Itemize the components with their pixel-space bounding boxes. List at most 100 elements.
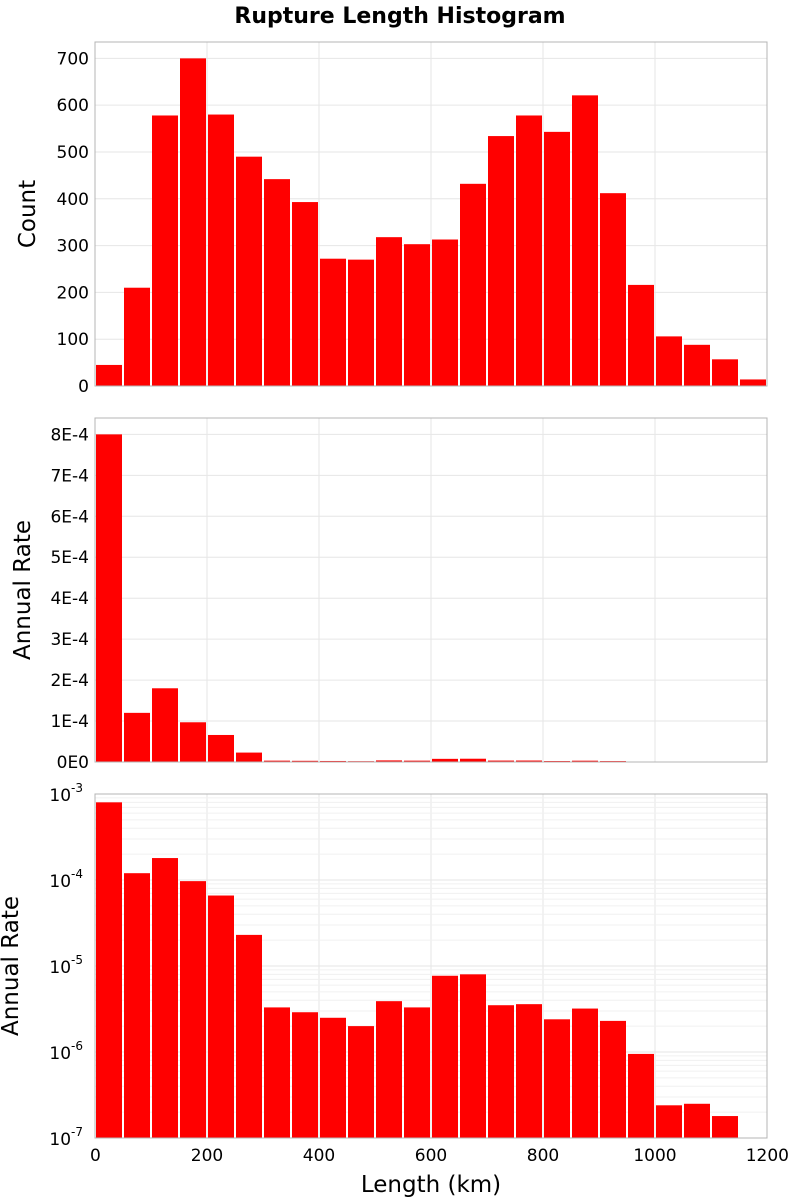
y-tick-base: 10 [49,1044,71,1064]
bar [376,1001,402,1138]
bar [600,1020,626,1138]
bar [292,760,318,762]
y-tick-base: 10 [49,872,71,892]
y-tick-label: 0E0 [57,753,89,773]
x-tick-label: 1000 [633,1146,676,1166]
bar [320,258,346,386]
bar [180,881,206,1138]
y-tick-exponent: -5 [71,953,83,967]
count-histogram-panel: 0 100 200 300 400 500 600 700 Count [15,41,768,397]
y-tick-label: 10-4 [49,867,83,892]
bar [600,193,626,386]
bar [684,344,710,386]
bar [180,722,206,762]
x-tick-labels: 0 200 400 600 800 1000 1200 [90,1146,789,1166]
bar [208,114,234,386]
x-tick-label: 1200 [746,1146,789,1166]
bar [152,858,178,1138]
bar [236,752,262,762]
y-tick-exponent: -4 [71,867,83,881]
bar [264,1007,290,1138]
bar [684,1103,710,1138]
y-tick-labels: 10-710-610-510-410-3 [49,781,83,1150]
bar [516,115,542,386]
x-tick-label: 600 [415,1146,447,1166]
y-tick-label: 200 [57,283,89,303]
bar [152,688,178,762]
bar [264,760,290,762]
y-tick-label: 5E-4 [50,548,89,568]
x-tick-label: 400 [303,1146,335,1166]
y-tick-label: 3E-4 [50,630,89,650]
grid [94,42,768,387]
bar [96,364,122,386]
bars [96,58,766,386]
x-tick-label: 200 [191,1146,223,1166]
plot-frame [94,793,768,1139]
bar [432,975,458,1138]
bar [432,758,458,762]
y-tick-label: 10-5 [49,953,83,978]
bar [740,379,766,386]
bar [404,244,430,386]
bar [572,95,598,386]
chart-title: Rupture Length Histogram [234,4,565,29]
y-tick-label: 0 [78,377,89,397]
bar [516,760,542,762]
y-tick-base: 10 [49,958,71,978]
bar [348,1026,374,1138]
bar [292,202,318,386]
bar [712,359,738,386]
bar [208,895,234,1138]
bar [572,760,598,762]
bar [96,802,122,1138]
bar [516,1004,542,1138]
bar [124,287,150,386]
y-tick-labels: 0 100 200 300 400 500 600 700 [57,49,89,397]
x-tick-label: 0 [90,1146,101,1166]
y-tick-label: 500 [57,143,89,163]
bar [180,58,206,386]
y-tick-label: 4E-4 [50,589,89,609]
bar [460,183,486,386]
bar [656,336,682,386]
bar [404,760,430,762]
bar [320,760,346,762]
bar [96,434,122,762]
bar [124,873,150,1138]
bar [712,1116,738,1138]
x-tick-label: 800 [527,1146,559,1166]
bar [460,758,486,762]
y-tick-label: 1E-4 [50,712,89,732]
y-tick-label: 300 [57,237,89,257]
annual-rate-log-panel: 10-710-610-510-410-30 200 400 600 800 1000 120… [0,781,789,1198]
bar [544,131,570,386]
y-tick-base: 10 [49,1130,71,1150]
bar [488,1005,514,1138]
bar [628,284,654,386]
bar [236,934,262,1138]
y-tick-exponent: -3 [71,781,83,795]
grid [94,418,768,763]
y-tick-exponent: -7 [71,1125,83,1139]
y-axis-label: Annual Rate [0,896,24,1036]
bar [488,760,514,762]
bar [292,1012,318,1138]
y-tick-label: 7E-4 [50,466,89,486]
bars [96,802,738,1138]
bar [404,1007,430,1138]
y-tick-label: 8E-4 [50,425,89,445]
bar [376,760,402,762]
y-tick-label: 10-7 [49,1125,83,1150]
bar [236,156,262,386]
bar [572,1008,598,1138]
bar [656,1105,682,1138]
annual-rate-linear-panel: 0E0 1E-4 2E-4 3E-4 4E-4 5E-4 6E-4 7E-4 8E-4 Annua… [10,417,768,773]
plot-frame [94,41,768,387]
bar [432,239,458,386]
y-tick-base: 10 [49,786,71,806]
x-axis-label: Length (km) [361,1172,501,1198]
bar [348,259,374,386]
plot-frame [94,417,768,763]
